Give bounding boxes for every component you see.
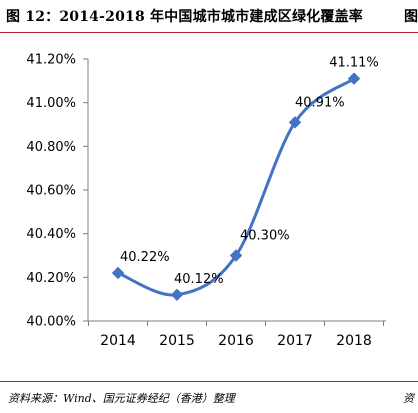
y-tick-label: 40.60% <box>26 184 76 199</box>
y-axis: 40.00% 40.20% 40.40% 40.60% 40.80% 41.00% 41.2… <box>26 53 89 330</box>
data-point <box>229 249 243 262</box>
data-point <box>170 288 184 302</box>
y-tick-label: 40.40% <box>26 227 76 242</box>
y-tick-label: 40.80% <box>26 140 76 155</box>
x-tick-label: 2014 <box>100 333 136 349</box>
data-label: 40.12% <box>174 272 224 287</box>
data-point <box>347 72 361 85</box>
footer-right-fragment: 资 <box>403 392 414 405</box>
series-line <box>116 77 356 297</box>
x-tick-label: 2017 <box>277 333 313 349</box>
x-tick-label: 2018 <box>336 333 372 349</box>
y-tick-label: 41.00% <box>26 96 76 111</box>
title-right-fragment: 图 <box>404 9 418 25</box>
chart-header: 图 12：2014-2018 年中国城市城市建成区绿化覆盖率 图 <box>0 0 418 28</box>
series <box>111 72 361 302</box>
chart-area: 40.00% 40.20% 40.40% 40.60% 40.80% 41.00% 41.2… <box>0 34 418 364</box>
title-rule <box>0 32 418 33</box>
data-label: 40.30% <box>240 229 290 244</box>
chart-title: 图 12：2014-2018 年中国城市城市建成区绿化覆盖率 <box>6 9 363 25</box>
y-tick-label: 40.20% <box>26 271 76 286</box>
data-label: 41.11% <box>329 56 379 71</box>
data-point <box>111 266 125 280</box>
y-tick-label: 41.20% <box>26 53 76 68</box>
y-tick-label: 40.00% <box>26 315 76 330</box>
x-axis: 2014 2015 2016 2017 2018 <box>88 320 386 349</box>
data-label: 40.91% <box>295 95 345 110</box>
x-tick-label: 2016 <box>218 333 254 349</box>
footer-rule <box>0 381 418 382</box>
data-labels: 40.22% 40.12% 40.30% 40.91% 41.11% <box>120 56 379 287</box>
line-chart: 40.00% 40.20% 40.40% 40.60% 40.80% 41.00% 41.2… <box>26 53 386 349</box>
source-note: 资料来源：Wind、国元证券经纪（香港）整理 <box>8 392 235 405</box>
x-tick-label: 2015 <box>159 333 195 349</box>
data-label: 40.22% <box>120 250 170 265</box>
data-point <box>288 116 302 129</box>
